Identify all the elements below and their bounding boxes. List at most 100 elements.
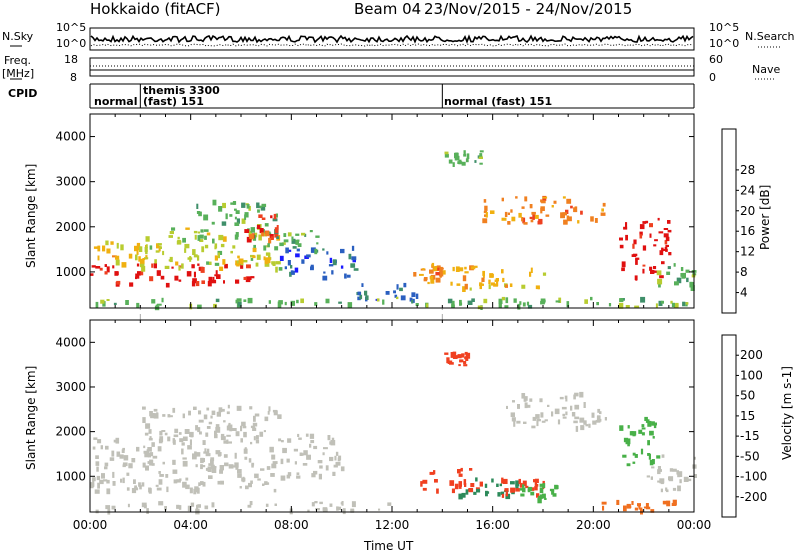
echo-cell — [102, 300, 105, 303]
echo-cell — [677, 485, 681, 492]
colorbar-tick-label: 8 — [740, 265, 748, 279]
echo-cell — [672, 468, 677, 472]
echo-cell — [199, 234, 204, 239]
echo-cell — [114, 271, 119, 276]
echo-cell — [658, 283, 661, 288]
echo-cell — [532, 416, 537, 421]
echo-cell — [198, 410, 202, 415]
echo-cell — [181, 263, 184, 269]
echo-cell — [234, 222, 240, 226]
echo-cell — [515, 488, 520, 492]
echo-cell — [144, 246, 148, 253]
echo-cell — [241, 421, 246, 427]
echo-cell — [635, 257, 640, 260]
echo-cell — [95, 455, 99, 459]
echo-cell — [690, 285, 695, 291]
echo-cell — [203, 214, 209, 221]
echo-cell — [517, 303, 521, 310]
echo-cell — [545, 214, 550, 217]
echo-cell — [232, 201, 237, 205]
echo-cell — [97, 245, 101, 252]
echo-cell — [197, 235, 201, 241]
echo-cell — [512, 400, 515, 403]
echo-cell — [113, 439, 117, 443]
echo-cell — [251, 462, 255, 466]
echo-cell — [145, 244, 148, 248]
echo-cell — [182, 460, 188, 467]
echo-cell — [157, 243, 162, 246]
echo-cell — [203, 451, 208, 454]
echo-cell — [577, 220, 580, 224]
echo-cell — [461, 161, 466, 166]
echo-cell — [457, 469, 461, 474]
echo-cell — [566, 301, 570, 308]
echo-cell — [521, 206, 525, 209]
echo-cell — [289, 271, 292, 277]
echo-cell — [574, 404, 580, 410]
echo-cell — [211, 221, 215, 225]
echo-cell — [235, 263, 240, 266]
echo-cell — [115, 255, 120, 260]
echo-cell — [340, 265, 344, 269]
echo-cell — [464, 271, 469, 274]
echo-cell — [205, 453, 211, 457]
echo-cell — [476, 488, 481, 493]
echo-region — [193, 199, 279, 241]
echo-cell — [151, 299, 156, 304]
echo-cell — [409, 297, 413, 302]
echo-cell — [168, 235, 173, 238]
cpid-segment-themis: themis 3300 — [143, 84, 220, 97]
echo-cell — [112, 265, 115, 269]
echo-cell — [217, 454, 221, 457]
echo-cell — [140, 270, 144, 276]
echo-cell — [496, 281, 499, 287]
nsky-tick-bottom: 10^0 — [56, 37, 87, 50]
echo-cell — [198, 419, 204, 423]
echo-cell — [265, 482, 270, 485]
echo-cell — [217, 252, 220, 259]
colorbar-tick-label: 100 — [740, 368, 763, 382]
echo-cell — [667, 229, 672, 233]
echo-cell — [243, 448, 248, 454]
echo-cell — [136, 302, 140, 308]
echo-cell — [645, 220, 649, 224]
echo-cell — [633, 239, 637, 245]
echo-cell — [328, 264, 334, 267]
echo-cell — [219, 465, 224, 471]
echo-cell — [179, 438, 184, 443]
echo-cell — [133, 479, 136, 484]
echo-cell — [530, 267, 533, 273]
echo-cell — [532, 214, 535, 220]
echo-cell — [232, 245, 236, 249]
echo-cell — [250, 276, 255, 279]
echo-cell — [219, 469, 223, 474]
echo-cell — [667, 266, 671, 270]
echo-cell — [275, 213, 278, 218]
echo-cell — [187, 257, 193, 260]
echo-cell — [364, 290, 368, 296]
echo-cell — [244, 456, 248, 460]
echo-cell — [489, 273, 494, 278]
echo-cell — [323, 271, 326, 274]
echo-cell — [115, 259, 120, 266]
echo-cell — [140, 258, 145, 264]
echo-cell — [505, 493, 511, 500]
echo-cell — [158, 479, 163, 485]
echo-cell — [365, 295, 369, 300]
echo-cell — [594, 218, 598, 223]
echo-cell — [112, 255, 117, 258]
echo-cell — [649, 459, 654, 466]
echo-cell — [329, 441, 333, 445]
echo-cell — [551, 205, 554, 208]
echo-cell — [579, 391, 584, 398]
beam-label: Beam 04 — [354, 0, 422, 18]
y-tick-label: 4000 — [55, 335, 86, 349]
echo-cell — [236, 260, 239, 264]
echo-cell — [197, 263, 200, 266]
echo-cell — [449, 362, 454, 365]
echo-cell — [156, 243, 160, 249]
echo-cell — [461, 492, 466, 498]
echo-cell — [558, 297, 562, 303]
echo-cell — [635, 259, 638, 265]
echo-cell — [106, 488, 111, 495]
